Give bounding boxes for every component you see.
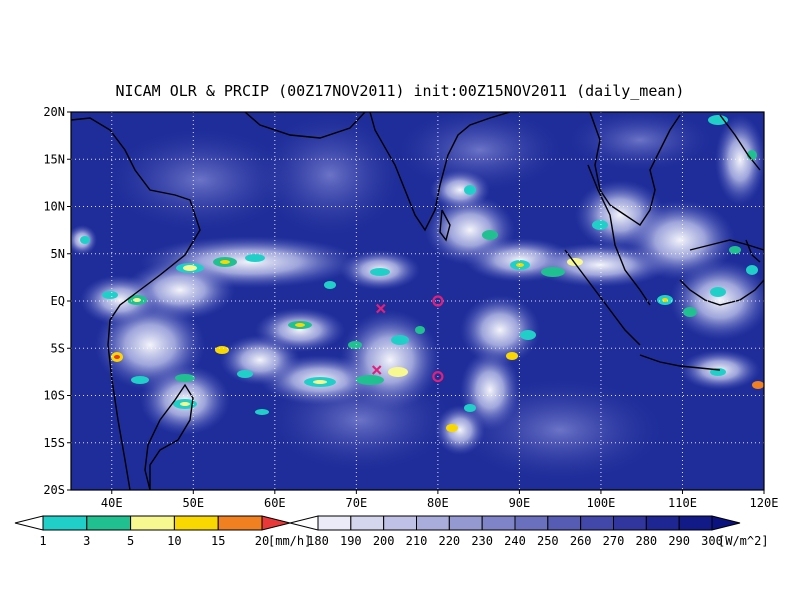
lat-tick-label: 10S — [43, 389, 65, 403]
lat-tick-label: 5N — [51, 247, 65, 261]
lon-tick-label: 40E — [101, 496, 123, 510]
olr-colorbar-level-label: 240 — [504, 534, 526, 548]
map-title: NICAM OLR & PRCIP (00Z17NOV2011) init:00… — [116, 82, 685, 100]
lat-tick-label: 10N — [43, 200, 65, 214]
lat-tick-label: 15N — [43, 152, 65, 166]
precip-colorbar-unit-label: [mm/h] — [268, 534, 311, 548]
lat-tick-label: 15S — [43, 436, 65, 450]
lon-tick-label: 70E — [346, 496, 368, 510]
lon-tick-label: 100E — [586, 496, 615, 510]
map-panel — [71, 112, 764, 490]
precip-colorbar-right-triangle — [261, 515, 291, 531]
olr-colorbar-swatch — [613, 515, 647, 531]
olr-colorbar-level-label: 250 — [537, 534, 559, 548]
olr-colorbar-level-label: 280 — [635, 534, 657, 548]
olr-colorbar-level-label: 290 — [668, 534, 690, 548]
circle-marker — [432, 295, 444, 307]
precip-colorbar-swatch — [130, 515, 175, 531]
lat-tick-label: 20S — [43, 483, 65, 497]
precip-colorbar-swatch — [173, 515, 219, 531]
precip-colorbar-swatch — [42, 515, 88, 531]
lat-tick-label: EQ — [51, 294, 65, 308]
precip-colorbar-level-label: 10 — [167, 534, 181, 548]
olr-colorbar-swatch — [383, 515, 417, 531]
olr-colorbar-swatch — [514, 515, 549, 531]
precip-colorbar-level-label: 3 — [83, 534, 90, 548]
olr-colorbar-level-label: 300 — [701, 534, 723, 548]
precip-colorbar-level-label: 5 — [127, 534, 134, 548]
olr-colorbar-swatch — [547, 515, 582, 531]
olr-colorbar-level-label: 220 — [438, 534, 460, 548]
cross-marker — [371, 365, 382, 375]
storm-markers — [371, 295, 444, 383]
olr-colorbar-swatch — [350, 515, 385, 531]
lat-tick-label: 20N — [43, 105, 65, 119]
lat-tick-label: 5S — [51, 341, 65, 355]
grid-lines — [71, 112, 764, 490]
olr-colorbar-swatch — [580, 515, 615, 531]
lon-tick-label: 50E — [182, 496, 204, 510]
olr-colorbar-swatch — [481, 515, 516, 531]
lon-tick-label: 110E — [668, 496, 697, 510]
lon-tick-label: 80E — [427, 496, 449, 510]
latitude-labels: 20N 15N 10N 5N EQ 5S 10S 15S 20S — [43, 105, 71, 497]
olr-colorbar-swatch — [317, 515, 352, 531]
olr-colorbar-swatch — [645, 515, 680, 531]
circle-marker — [432, 371, 444, 383]
precip-colorbar-level-label: 1 — [39, 534, 46, 548]
lon-tick-label: 90E — [509, 496, 531, 510]
olr-colorbar-swatch — [448, 515, 483, 531]
precip-colorbar-level-label: 15 — [211, 534, 225, 548]
precip-colorbar-swatch — [86, 515, 132, 531]
olr-colorbar-left-triangle — [289, 515, 319, 531]
lon-tick-label: 60E — [264, 496, 286, 510]
cross-marker — [376, 303, 386, 314]
olr-colorbar-level-label: 200 — [373, 534, 395, 548]
precip-colorbar-left-triangle — [14, 515, 44, 531]
precip-colorbar: 1 3 5 10 15 20[mm/h] — [14, 515, 311, 548]
olr-colorbar: 180 190 200 210 220 230 240 250 260 270 280 290 300[… — [289, 515, 769, 548]
olr-colorbar-level-label: 230 — [471, 534, 493, 548]
olr-colorbar-level-label: 270 — [603, 534, 625, 548]
olr-colorbar-level-label: 210 — [406, 534, 428, 548]
olr-colorbar-swatch — [678, 515, 713, 531]
olr-colorbar-level-label: 260 — [570, 534, 592, 548]
olr-colorbar-level-label: 180 — [307, 534, 329, 548]
longitude-labels: 40E 50E 60E 70E 80E 90E 100E 110E 120E — [101, 490, 779, 510]
cloud-clusters — [71, 115, 764, 455]
olr-colorbar-level-label: 190 — [340, 534, 362, 548]
olr-colorbar-right-triangle — [711, 515, 741, 531]
precip-colorbar-swatch — [217, 515, 263, 531]
olr-colorbar-swatch — [416, 515, 450, 531]
precip-colorbar-level-label: 20 — [255, 534, 269, 548]
olr-colorbar-unit-label: [W/m^2] — [718, 534, 769, 548]
lon-tick-label: 120E — [750, 496, 779, 510]
